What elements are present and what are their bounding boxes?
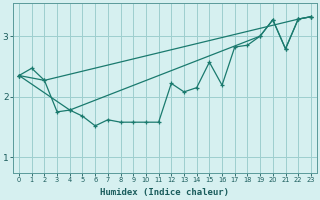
X-axis label: Humidex (Indice chaleur): Humidex (Indice chaleur) — [100, 188, 229, 197]
